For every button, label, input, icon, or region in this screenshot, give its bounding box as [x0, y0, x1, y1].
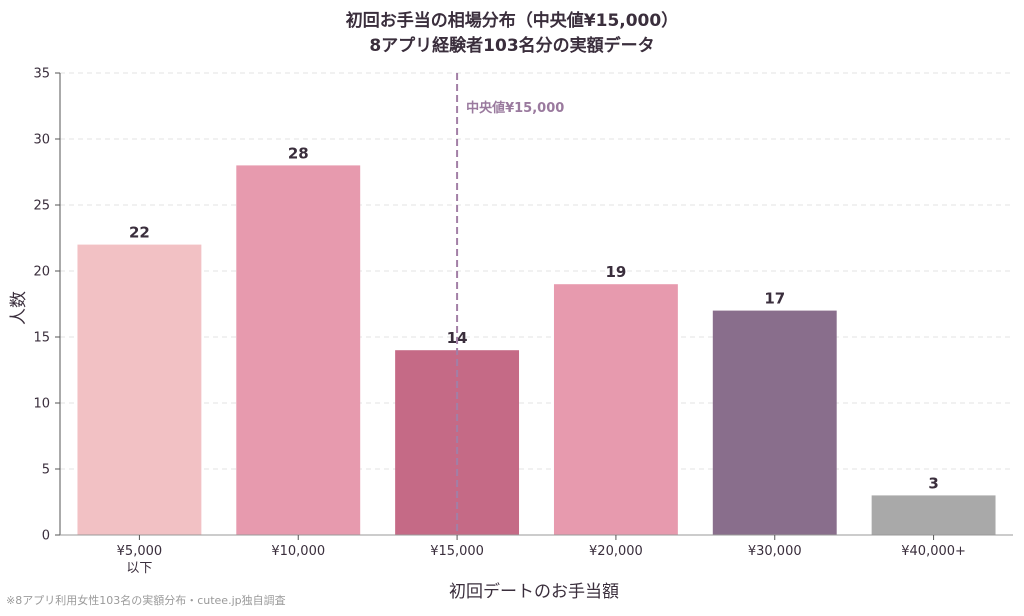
bar [712, 310, 837, 535]
y-tick-label: 20 [33, 265, 50, 280]
bars [77, 165, 996, 535]
x-tick-label: ¥40,000+ [901, 544, 966, 559]
chart-subtitle: 8アプリ経験者103名分の実額データ [369, 35, 654, 56]
bar-value-label: 28 [288, 144, 309, 162]
y-tick-label: 25 [33, 199, 50, 214]
x-axis-label: 初回デートのお手当額 [449, 581, 619, 602]
y-tick-label: 35 [33, 67, 50, 82]
x-tick-label: ¥15,000 [430, 544, 484, 559]
median-label: 中央値¥15,000 [466, 100, 564, 116]
x-tick-label: ¥5,000 [117, 544, 163, 559]
bar-value-label: 17 [764, 290, 785, 308]
bar [236, 165, 361, 535]
gridlines [60, 72, 1013, 470]
y-axis-label: 人数 [9, 291, 29, 325]
x-tick-label-line2: 以下 [126, 561, 152, 576]
y-tick-label: 0 [42, 529, 50, 544]
x-tick-label: ¥10,000 [271, 544, 325, 559]
x-tick-label: ¥30,000 [748, 544, 802, 559]
y-tick-label: 30 [33, 133, 50, 148]
bar [553, 284, 678, 535]
axes: 0 5 10 15 20 25 30 35 ¥5,000 以下 ¥10,000 ¥15,000 ¥20,… [33, 67, 1013, 576]
bar [871, 495, 996, 535]
bar-value-label: 22 [129, 224, 150, 242]
bar-value-label: 3 [928, 474, 938, 492]
y-tick-label: 15 [33, 331, 50, 346]
y-tick-label: 5 [42, 463, 50, 478]
bar-value-label: 19 [605, 263, 626, 281]
bar [77, 244, 202, 535]
y-tick-label: 10 [33, 397, 50, 412]
footnote: ※8アプリ利用女性103名の実額分布・cutee.jp独自調査 [6, 593, 286, 607]
chart-title: 初回お手当の相場分布（中央値¥15,000） [346, 10, 678, 31]
x-tick-label: ¥20,000 [589, 544, 643, 559]
